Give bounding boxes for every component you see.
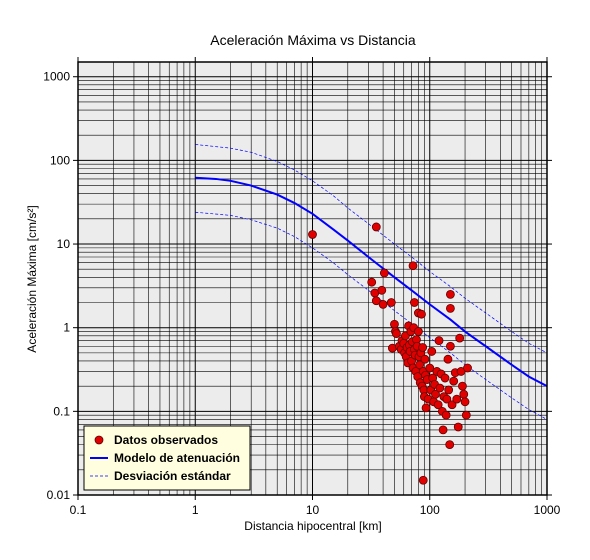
legend-point-icon xyxy=(94,435,104,445)
x-tick-label: 100 xyxy=(420,503,440,517)
data-points xyxy=(308,222,472,485)
data-point xyxy=(440,373,450,383)
data-point xyxy=(443,354,453,364)
y-axis-ticks: 0.01 0.1 1 10 100 1000 xyxy=(43,70,552,502)
data-point xyxy=(413,327,423,336)
data-point xyxy=(445,341,455,351)
y-tick-label: 1 xyxy=(63,321,70,335)
data-point xyxy=(445,289,455,299)
data-point xyxy=(461,410,471,420)
data-point xyxy=(367,277,377,287)
data-point xyxy=(455,333,465,343)
data-point xyxy=(431,389,440,399)
data-point xyxy=(417,309,426,319)
data-point xyxy=(452,394,462,404)
y-tick-label: 0.1 xyxy=(53,404,70,418)
data-point xyxy=(463,363,472,373)
data-point xyxy=(418,475,428,485)
data-point xyxy=(434,336,444,346)
data-point xyxy=(377,285,387,295)
y-tick-label: 10 xyxy=(57,237,71,251)
x-axis-ticks: 0.1 1 10 100 1000 xyxy=(70,57,561,517)
data-point xyxy=(390,319,399,329)
data-point xyxy=(438,425,448,435)
data-point xyxy=(410,298,419,307)
data-point xyxy=(392,329,401,339)
y-tick-label: 1000 xyxy=(43,70,70,84)
legend-label-deviation: Desviación estándar xyxy=(114,469,231,483)
deviation-upper-line xyxy=(195,144,548,354)
y-axis-label: Aceleración Máxima [cm/s²] xyxy=(25,205,39,352)
attenuation-model-line xyxy=(195,176,548,388)
legend-box xyxy=(83,425,251,491)
data-point xyxy=(379,268,389,278)
chart-title: Aceleración Máxima vs Distancia xyxy=(210,32,416,48)
data-point xyxy=(441,410,451,420)
data-point xyxy=(415,360,425,370)
y-tick-label: 100 xyxy=(50,153,70,167)
legend: Datos observados Modelo de atenuación De… xyxy=(83,425,251,491)
data-point xyxy=(308,230,317,239)
y-tick-label: 0.01 xyxy=(47,488,71,502)
x-tick-label: 0.1 xyxy=(70,503,87,517)
x-tick-label: 1 xyxy=(192,503,199,517)
data-point xyxy=(433,400,443,410)
x-tick-label: 1000 xyxy=(534,503,561,517)
data-point xyxy=(371,296,381,306)
data-point xyxy=(427,347,437,356)
data-point xyxy=(458,381,467,391)
data-point xyxy=(444,385,454,395)
data-point xyxy=(420,354,430,364)
data-point xyxy=(445,304,455,313)
data-point xyxy=(445,440,455,450)
data-point xyxy=(421,403,431,413)
data-point xyxy=(442,394,452,404)
data-point xyxy=(460,397,470,407)
data-point xyxy=(418,343,428,352)
data-point xyxy=(425,363,435,373)
data-point xyxy=(386,298,396,307)
data-point xyxy=(378,299,388,309)
data-point xyxy=(435,383,445,393)
data-point xyxy=(449,376,459,386)
data-point xyxy=(447,400,457,410)
model-line xyxy=(195,176,548,388)
x-tick-label: 10 xyxy=(306,503,320,517)
data-point xyxy=(371,222,381,232)
data-point xyxy=(408,261,418,271)
data-point xyxy=(453,422,463,432)
legend-label-model: Modelo de atenuación xyxy=(114,451,240,465)
legend-label-observed: Datos observados xyxy=(114,433,218,447)
x-axis-label: Distancia hipocentral [km] xyxy=(244,519,381,533)
data-point xyxy=(459,389,469,399)
